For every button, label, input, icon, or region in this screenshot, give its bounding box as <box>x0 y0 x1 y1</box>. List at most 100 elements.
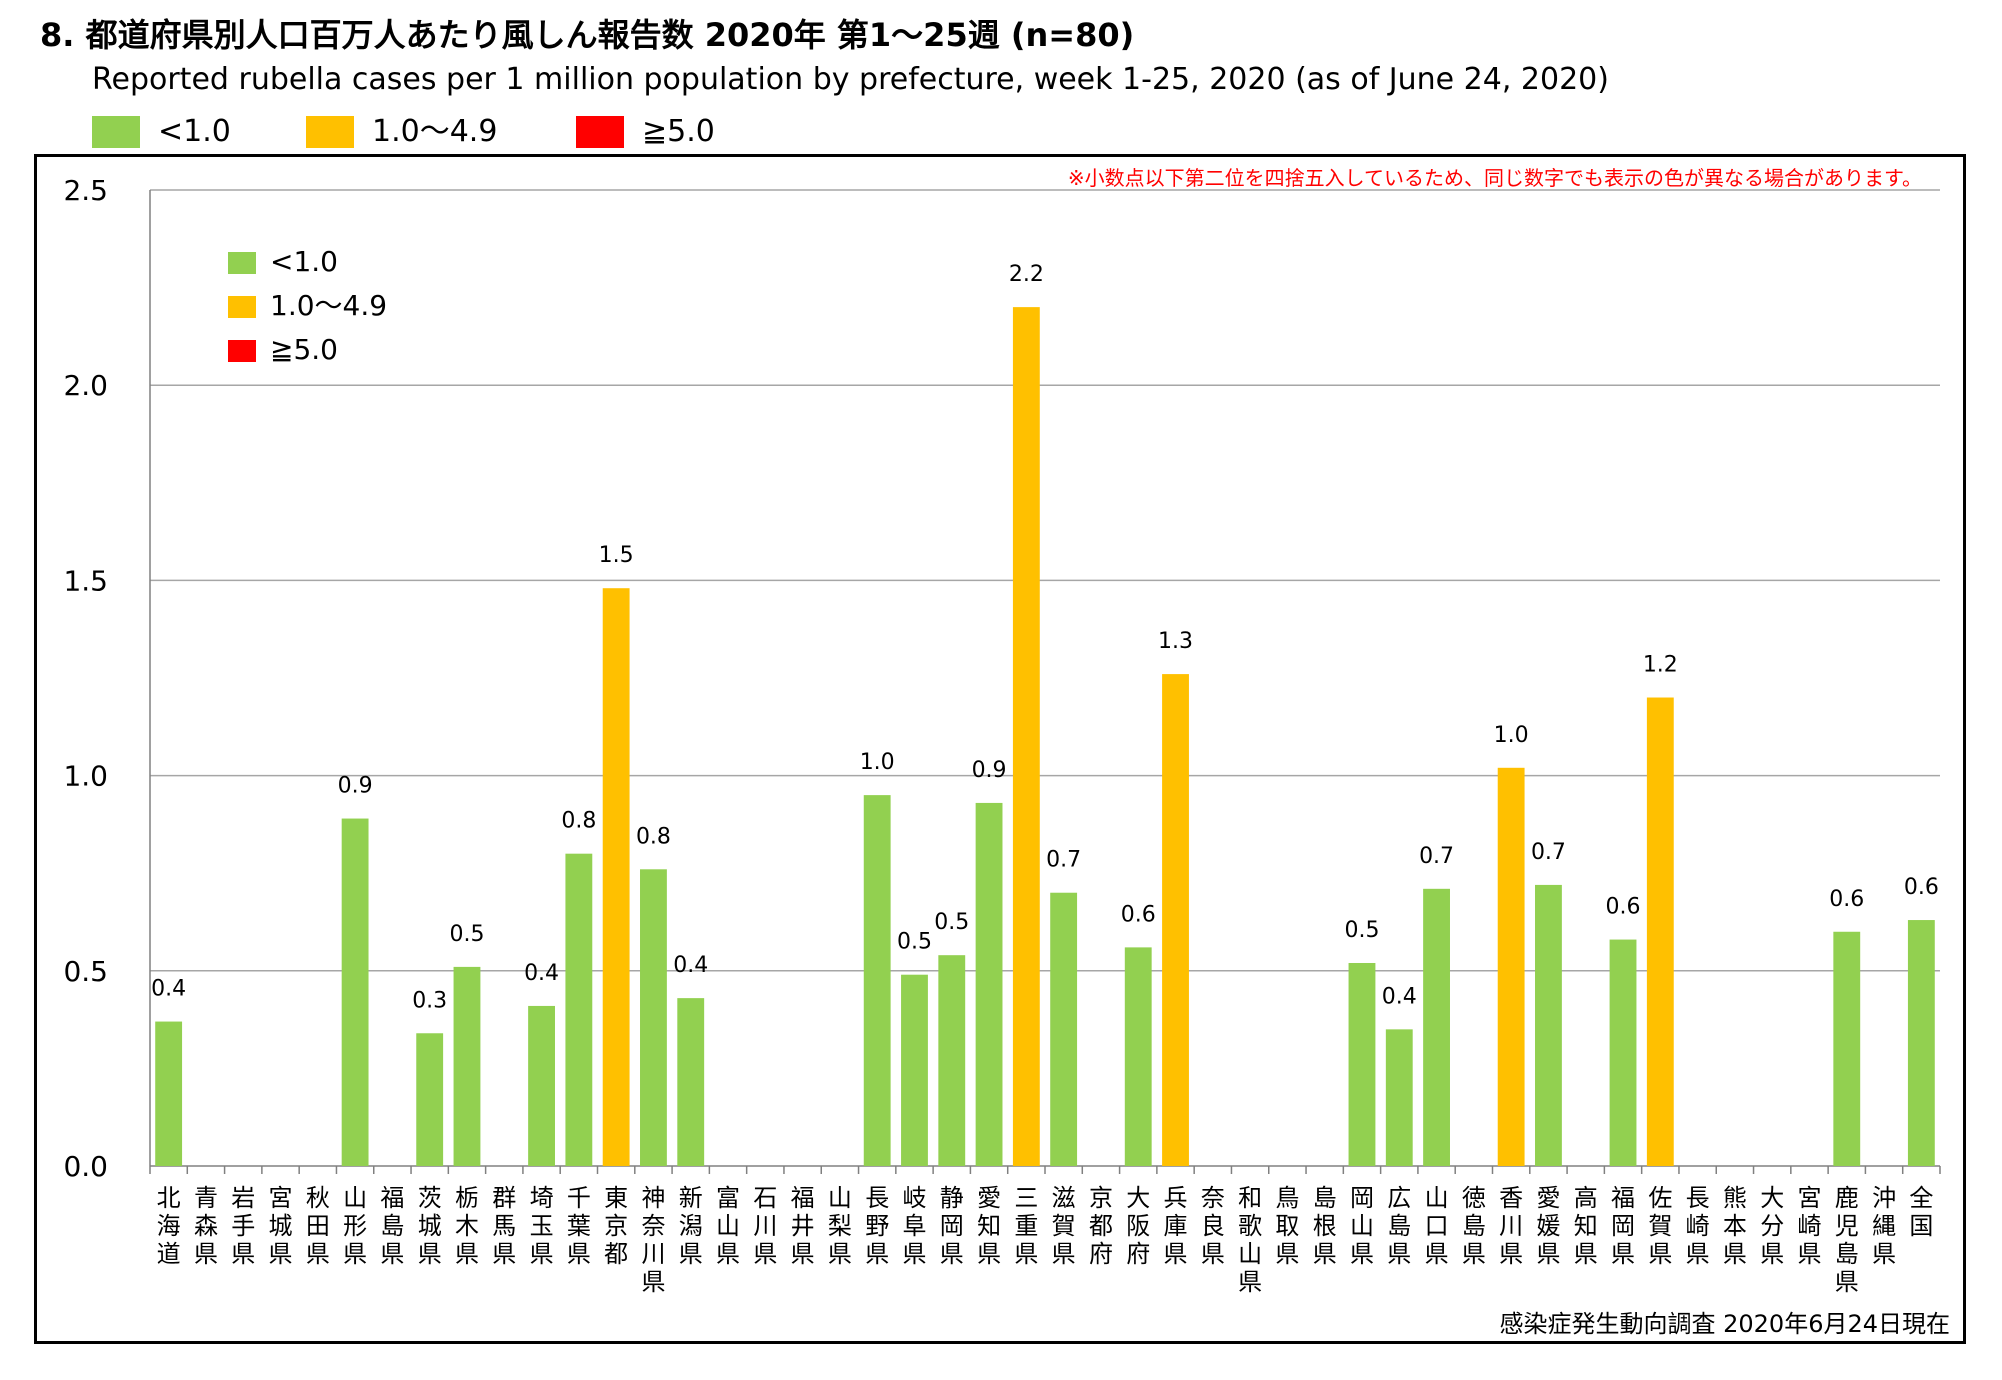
x-tick-label: 新潟県 <box>679 1184 703 1268</box>
data-label: 0.7 <box>1419 844 1454 869</box>
x-tick-label: 山梨県 <box>828 1184 852 1268</box>
x-tick-label: 秋田県 <box>306 1184 330 1268</box>
x-tick-label: 青森県 <box>194 1184 218 1268</box>
bar <box>863 795 891 1166</box>
x-tick-label: 熊本県 <box>1723 1184 1747 1268</box>
bar <box>938 955 966 1166</box>
legend-label-mid: 1.0～4.9 <box>372 114 498 149</box>
data-label: 0.6 <box>1606 895 1641 920</box>
chart-subtitle: Reported rubella cases per 1 million pop… <box>92 62 1609 97</box>
x-tick-label: 富山県 <box>716 1184 740 1268</box>
x-tick-label: 東京都 <box>604 1184 628 1268</box>
x-tick-label: 山形県 <box>343 1184 367 1268</box>
x-tick-label: 大分県 <box>1760 1184 1784 1268</box>
data-label: 0.4 <box>1382 984 1417 1009</box>
x-tick-label: 千葉県 <box>567 1184 591 1268</box>
x-tick-label: 石川県 <box>753 1184 777 1268</box>
x-tick-label: 岡山県 <box>1350 1184 1374 1268</box>
data-label: 0.5 <box>449 922 484 947</box>
x-tick-label: 徳島県 <box>1462 1184 1486 1268</box>
data-label: 1.0 <box>860 750 895 775</box>
bar <box>528 1005 555 1166</box>
data-label: 1.2 <box>1643 653 1678 678</box>
bar <box>416 1033 444 1166</box>
bar <box>565 853 593 1166</box>
bar <box>1385 1029 1413 1166</box>
x-tick-label: 福岡県 <box>1611 1184 1635 1268</box>
legend-swatch-mid <box>306 116 354 148</box>
x-tick-label: 大阪府 <box>1126 1184 1150 1268</box>
bar <box>1609 939 1637 1166</box>
bar <box>1497 767 1525 1166</box>
y-tick-label: 0.0 <box>63 1150 108 1183</box>
x-tick-label: 静岡県 <box>940 1184 964 1268</box>
x-tick-label: 長崎県 <box>1686 1184 1710 1268</box>
data-label: 1.0 <box>1494 723 1529 748</box>
data-label: 0.8 <box>636 824 671 849</box>
data-label: 0.5 <box>897 930 932 955</box>
data-label: 0.9 <box>972 758 1007 783</box>
x-tick-label: 長野県 <box>865 1184 889 1268</box>
x-tick-label: 鹿児島県 <box>1835 1184 1859 1296</box>
inner-legend-label-low: <1.0 <box>270 245 338 278</box>
y-tick-label: 2.0 <box>63 369 108 402</box>
inner-legend-swatch-mid <box>228 296 256 318</box>
y-tick-label: 2.5 <box>63 174 108 207</box>
x-tick-label: 島根県 <box>1313 1184 1337 1268</box>
data-label: 0.3 <box>412 988 447 1013</box>
bar <box>677 998 705 1166</box>
legend-swatch-low <box>92 116 140 148</box>
bar <box>1646 697 1674 1166</box>
y-tick-label: 1.0 <box>63 760 108 793</box>
x-tick-label: 群馬県 <box>492 1184 516 1268</box>
chart-frame <box>34 154 1966 1344</box>
x-tick-label: 和歌山県 <box>1238 1184 1262 1296</box>
x-tick-label: 岐阜県 <box>902 1184 926 1268</box>
legend-label-low: <1.0 <box>158 114 231 149</box>
data-label: 0.5 <box>934 910 969 935</box>
inner-legend-label-high: ≧5.0 <box>270 333 338 366</box>
x-tick-label: 山口県 <box>1425 1184 1449 1268</box>
data-label: 0.4 <box>673 953 708 978</box>
bar <box>1124 947 1152 1166</box>
x-tick-label: 全国 <box>1909 1184 1933 1240</box>
bar <box>640 869 667 1166</box>
x-tick-label: 宮崎県 <box>1797 1184 1821 1268</box>
data-label: 0.4 <box>151 977 186 1002</box>
y-tick-label: 1.5 <box>63 564 108 597</box>
rounding-note: ※小数点以下第二位を四捨五入しているため、同じ数字でも表示の色が異なる場合があり… <box>1067 166 1922 190</box>
x-tick-label: 栃木県 <box>455 1184 479 1268</box>
y-tick-label: 0.5 <box>63 955 108 988</box>
bar <box>1012 307 1040 1166</box>
data-label: 0.6 <box>1121 902 1156 927</box>
legend-swatch-high <box>576 116 624 148</box>
data-label: 0.7 <box>1531 840 1566 865</box>
x-tick-label: 佐賀県 <box>1648 1184 1672 1268</box>
x-tick-label: 愛知県 <box>977 1184 1001 1268</box>
source-note: 感染症発生動向調査 2020年6月24日現在 <box>1499 1310 1950 1338</box>
x-tick-label: 神奈川県 <box>641 1184 665 1296</box>
x-tick-label: 鳥取県 <box>1275 1184 1299 1268</box>
x-tick-label: 高知県 <box>1574 1184 1598 1268</box>
data-label: 0.9 <box>338 774 373 799</box>
x-tick-label: 埼玉県 <box>530 1184 554 1268</box>
chart-title: 8. 都道府県別人口百万人あたり風しん報告数 2020年 第1～25週 (n=8… <box>40 16 1135 54</box>
legend-label-high: ≧5.0 <box>642 114 715 149</box>
data-label: 1.5 <box>599 543 634 568</box>
bar <box>1348 962 1376 1166</box>
x-tick-label: 岩手県 <box>231 1184 255 1268</box>
bar <box>602 588 630 1166</box>
x-tick-label: 奈良県 <box>1201 1184 1225 1268</box>
data-label: 1.3 <box>1158 629 1193 654</box>
bar <box>1833 931 1861 1166</box>
inner-legend-label-mid: 1.0～4.9 <box>270 289 388 322</box>
inner-legend-swatch-high <box>228 340 256 362</box>
x-tick-label: 茨城県 <box>418 1184 442 1268</box>
bar <box>341 818 369 1166</box>
bar <box>453 966 481 1166</box>
data-label: 0.7 <box>1046 848 1081 873</box>
data-label: 0.6 <box>1904 875 1939 900</box>
x-tick-label: 広島県 <box>1387 1184 1411 1268</box>
inner-legend-swatch-low <box>228 252 256 274</box>
bar <box>1907 920 1935 1166</box>
